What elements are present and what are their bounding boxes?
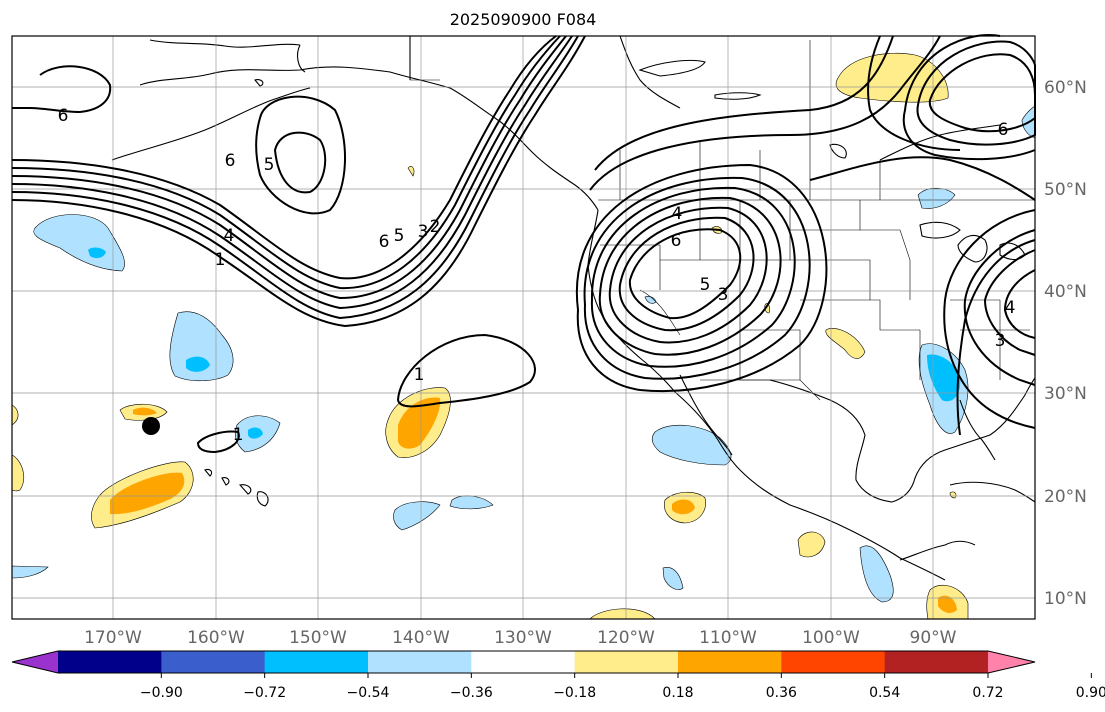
colorbar-tick-label: −0.36 [450,685,493,701]
colorbar-segment [678,651,782,673]
contour-label: 5 [394,226,405,246]
colorbar-extend-max [988,651,1035,673]
anomaly-fills [11,52,1036,620]
latitude-labels: 60°N 50°N 40°N 30°N 20°N 10°N [1044,78,1087,609]
contour-label: 5 [700,275,711,295]
lon-label: 110°W [699,628,757,648]
state-borders [409,36,1035,401]
fill-negative-core [186,356,210,372]
fill-negative-region [662,567,684,590]
colorbar-tick-label: 0.54 [869,685,900,701]
fill-negative-core [88,247,106,259]
lon-label: 120°W [597,628,655,648]
fill-positive-core [133,407,157,416]
contour-label: 6 [671,231,682,251]
fill-negative-region [33,214,125,272]
colorbar: −0.90 −0.72 −0.54 −0.36 −0.18 0.18 0.36 0.54 0.7… [11,650,1105,701]
colorbar-tick-label: −0.18 [553,685,596,701]
lat-label: 30°N [1044,384,1087,404]
colorbar-tick-label: 0.90 [1076,685,1105,701]
map-frame [11,35,1036,620]
lon-label: 160°W [187,628,245,648]
colorbar-segment [884,651,989,673]
lat-label: 50°N [1044,180,1087,200]
contour-label: 4 [1005,298,1016,318]
fill-positive-region [797,531,826,558]
lon-label: 90°W [910,628,957,648]
contour-label: 2 [430,217,441,237]
contour-label: 1 [233,425,244,445]
contour-label: 6 [379,232,390,252]
contour-label: 3 [995,331,1006,351]
colorbar-segment [471,651,576,673]
lat-label: 10°N [1044,589,1087,609]
fill-positive-region [949,491,957,499]
colorbar-tick-label: 0.18 [662,685,693,701]
contour-label: 6 [998,120,1009,140]
colorbar-tick-label: −0.90 [140,685,183,701]
contour-label: 1 [215,250,226,270]
contour-label: 3 [418,222,429,242]
fill-positive-core [672,499,695,515]
contour-label-group: 6 6 5 4 1 6 5 3 2 1 1 4 6 5 3 6 4 3 [58,106,1016,445]
lat-label: 20°N [1044,487,1087,507]
contour-label: 5 [264,155,275,175]
lat-label: 60°N [1044,78,1087,98]
fill-negative-core [248,427,263,439]
fill-negative-region [651,424,732,466]
lon-label: 100°W [802,628,860,648]
contour-label: 6 [58,106,69,126]
colorbar-segment [161,651,266,673]
lon-label: 170°W [84,628,142,648]
colorbar-tick-label: 0.36 [766,685,797,701]
colorbar-segment [781,651,886,673]
longitude-labels: 170°W 160°W 150°W 140°W 130°W 120°W 110°… [84,628,957,648]
fill-negative-region [393,501,441,531]
station-dot [142,417,160,435]
contour-label: 1 [414,365,425,385]
contour-label: 3 [718,285,729,305]
colorbar-outline [11,650,1036,674]
colorbar-segment [574,651,679,673]
colorbar-tick-label: −0.72 [243,685,286,701]
lat-label: 40°N [1044,282,1087,302]
fill-negative-region [169,311,234,382]
contour-label: 4 [224,226,235,246]
fill-positive-region [407,166,415,177]
colorbar-segment [58,651,162,673]
fill-positive-region [825,328,866,359]
lon-label: 130°W [494,628,552,648]
fill-positive-core [110,472,185,515]
contour-label: 4 [672,204,683,224]
map-panel: 6 6 5 4 1 6 5 3 2 1 1 4 6 5 3 6 4 3 [11,34,1036,620]
contour-label: 6 [225,151,236,171]
fill-negative-region [859,545,894,603]
colorbar-tick-label: −0.54 [347,685,390,701]
lon-label: 150°W [289,628,347,648]
fill-positive-core [398,397,441,449]
colorbar-segment [368,651,472,673]
lon-label: 140°W [392,628,450,648]
colorbar-extend-min [12,651,58,673]
fill-positive-core [938,595,957,613]
colorbar-tick-label: 0.72 [972,685,1003,701]
contour-lines [11,34,1036,454]
fill-negative-core [927,354,961,402]
plot-title: 2025090900 F084 [450,10,597,29]
colorbar-segment [264,651,369,673]
